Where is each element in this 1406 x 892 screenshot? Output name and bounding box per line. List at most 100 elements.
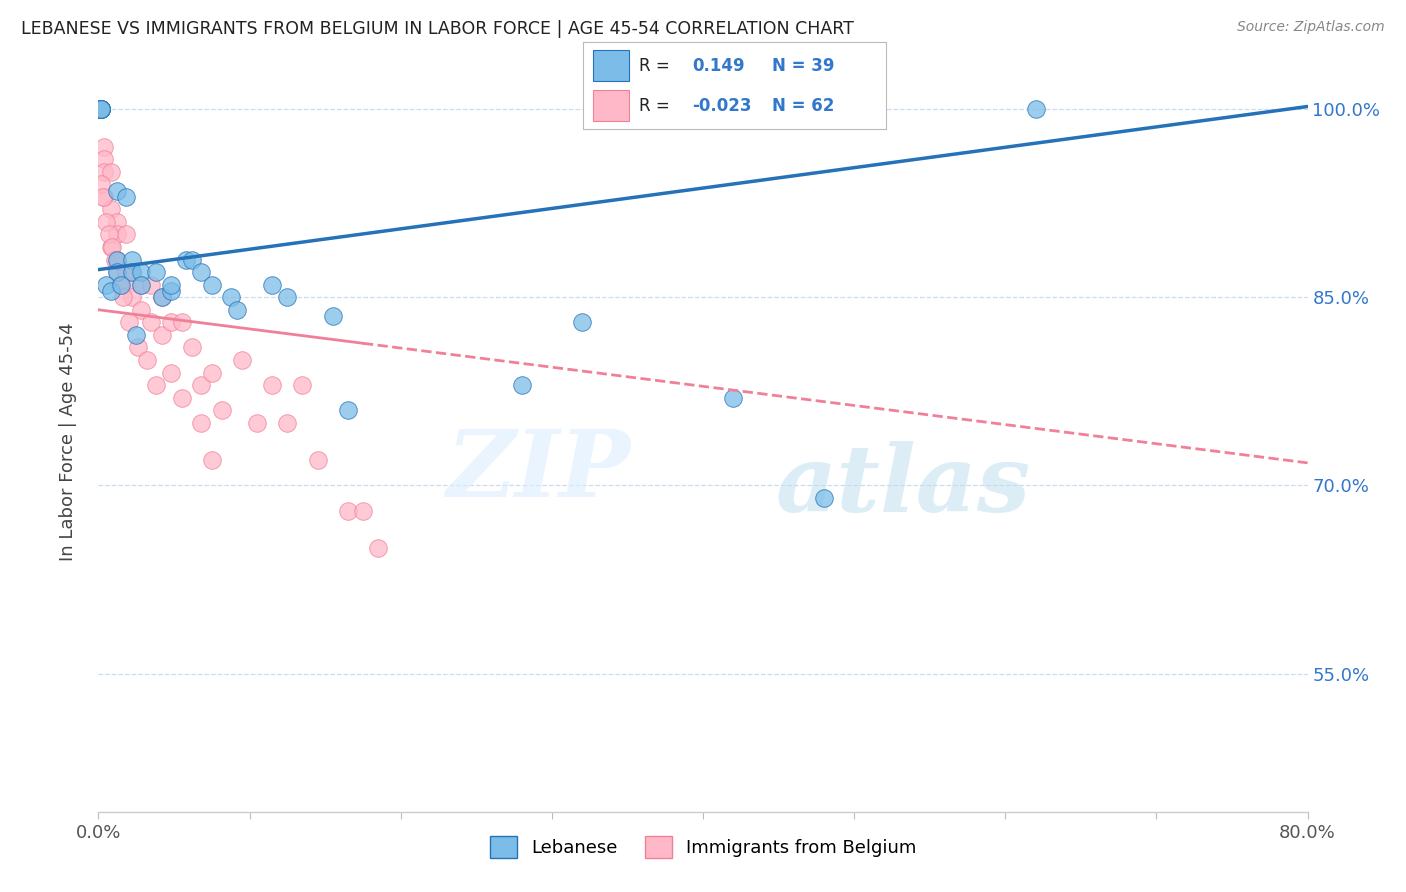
Point — [141, 315, 163, 329]
Point — [352, 503, 374, 517]
Point — [150, 327, 173, 342]
Point — [276, 416, 298, 430]
Point — [90, 102, 112, 116]
Point — [367, 541, 389, 556]
Point — [170, 391, 193, 405]
Text: ZIP: ZIP — [446, 426, 630, 516]
Point — [98, 227, 121, 242]
Point — [90, 102, 112, 116]
Point — [160, 277, 183, 292]
Point — [129, 277, 152, 292]
Point — [125, 327, 148, 342]
Point — [291, 378, 314, 392]
Point — [118, 315, 141, 329]
Point — [226, 302, 249, 317]
Text: N = 62: N = 62 — [772, 96, 835, 115]
Point — [114, 277, 136, 292]
Point — [246, 416, 269, 430]
Point — [141, 277, 163, 292]
Point — [90, 102, 112, 116]
Point — [89, 102, 111, 116]
Text: atlas: atlas — [776, 441, 1031, 531]
Point — [105, 252, 128, 267]
Point — [221, 290, 243, 304]
Point — [129, 302, 152, 317]
Point — [135, 353, 157, 368]
Point — [150, 290, 173, 304]
Point — [89, 102, 111, 116]
Point — [145, 265, 167, 279]
Point — [174, 252, 197, 267]
Text: 0.149: 0.149 — [692, 56, 745, 75]
Point — [105, 184, 128, 198]
Point — [111, 290, 134, 304]
Point — [276, 290, 298, 304]
Point — [90, 102, 112, 116]
Point — [104, 252, 127, 267]
Y-axis label: In Labor Force | Age 45-54: In Labor Force | Age 45-54 — [59, 322, 77, 561]
Legend: Lebanese, Immigrants from Belgium: Lebanese, Immigrants from Belgium — [482, 830, 924, 865]
Point — [129, 265, 152, 279]
Point — [121, 265, 143, 279]
Point — [307, 453, 329, 467]
Point — [170, 315, 193, 329]
Point — [93, 139, 115, 153]
Point — [571, 315, 593, 329]
Point — [93, 152, 115, 166]
Point — [201, 453, 224, 467]
Point — [90, 102, 112, 116]
Point — [723, 391, 745, 405]
Point — [336, 503, 359, 517]
Point — [231, 353, 253, 368]
Point — [190, 378, 212, 392]
Point — [114, 190, 136, 204]
Point — [336, 403, 359, 417]
Point — [89, 102, 111, 116]
Point — [510, 378, 533, 392]
Point — [100, 240, 122, 254]
Point — [121, 290, 143, 304]
Text: R =: R = — [640, 96, 671, 115]
Point — [190, 416, 212, 430]
Point — [150, 290, 173, 304]
Point — [101, 240, 124, 254]
Point — [93, 190, 115, 204]
Point — [94, 215, 117, 229]
Point — [89, 102, 111, 116]
Text: R =: R = — [640, 56, 671, 75]
Point — [201, 366, 224, 380]
Point — [100, 202, 122, 217]
Point — [94, 277, 117, 292]
Point — [160, 284, 183, 298]
Point — [129, 277, 152, 292]
Point — [114, 265, 136, 279]
Point — [105, 215, 128, 229]
Point — [181, 340, 204, 354]
Point — [190, 265, 212, 279]
Point — [322, 309, 344, 323]
Point — [121, 252, 143, 267]
Point — [90, 102, 112, 116]
Text: N = 39: N = 39 — [772, 56, 835, 75]
Point — [105, 265, 128, 279]
Text: Source: ZipAtlas.com: Source: ZipAtlas.com — [1237, 20, 1385, 34]
Point — [813, 491, 835, 505]
Bar — [592, 50, 628, 81]
Point — [108, 277, 131, 292]
Point — [100, 165, 122, 179]
Point — [90, 102, 112, 116]
Point — [160, 366, 183, 380]
Point — [105, 227, 128, 242]
Point — [91, 190, 114, 204]
Bar — [592, 90, 628, 121]
Point — [211, 403, 233, 417]
Point — [89, 102, 111, 116]
Point — [105, 252, 128, 267]
Point — [145, 378, 167, 392]
Point — [160, 315, 183, 329]
Point — [89, 102, 111, 116]
Point — [201, 277, 224, 292]
Point — [110, 277, 132, 292]
Point — [262, 378, 284, 392]
Point — [127, 340, 149, 354]
